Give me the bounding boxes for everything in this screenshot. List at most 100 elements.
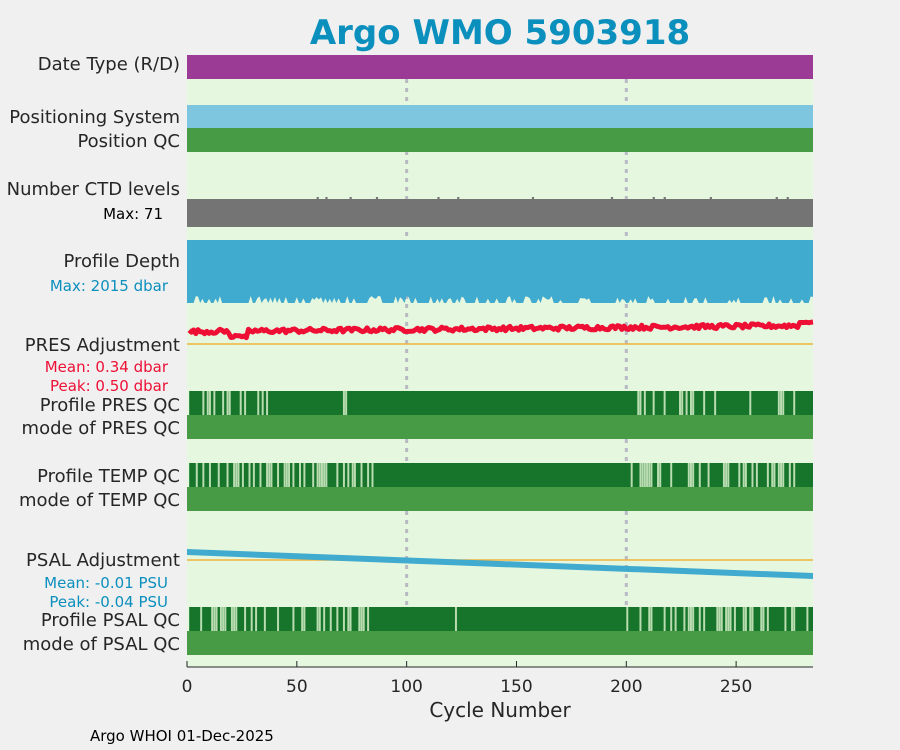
profile-pres-qc-gap <box>703 391 706 415</box>
profile-psal-qc-gap <box>639 607 642 631</box>
profile-psal-qc-gap <box>255 607 258 631</box>
date-type-bar <box>187 55 813 79</box>
profile-temp-qc-gap <box>773 463 776 487</box>
x-tick-label: 50 <box>286 677 308 697</box>
profile-temp-qc-gap <box>766 463 769 487</box>
pres-adjustment-label: PRES Adjustment <box>25 335 180 356</box>
profile-temp-qc-gap <box>259 463 262 487</box>
ctd-level-tick <box>663 197 666 199</box>
profile-psal-qc-gap <box>784 607 787 631</box>
profile-psal-qc-gap <box>692 607 695 631</box>
psal-adjustment-peak: Peak: -0.04 PSU <box>49 593 168 611</box>
profile-psal-qc-gap <box>323 607 326 631</box>
profile-temp-qc-gap <box>323 463 326 487</box>
profile-pres-qc-gap <box>202 391 205 415</box>
profile-pres-qc-gap <box>685 391 688 415</box>
profile-temp-qc-label: Profile TEMP QC <box>37 466 180 487</box>
profile-temp-qc-gap <box>351 463 354 487</box>
profile-pres-qc-gap <box>244 391 247 415</box>
profile-temp-qc-bar <box>189 463 814 487</box>
profile-psal-qc-gap <box>318 607 321 631</box>
profile-pres-qc-gap <box>222 391 225 415</box>
profile-psal-qc-gap <box>211 607 214 631</box>
profile-temp-qc-gap <box>727 463 730 487</box>
profile-psal-qc-gap <box>698 607 701 631</box>
profile-depth-series <box>187 240 813 303</box>
profile-temp-qc-gap <box>698 463 701 487</box>
mode-pres-qc-bar <box>187 415 813 439</box>
profile-psal-qc-gap <box>727 607 730 631</box>
profile-temp-qc-gap <box>303 463 306 487</box>
profile-temp-qc-gap <box>195 463 198 487</box>
profile-pres-qc-gap <box>637 391 640 415</box>
pres-adjustment-mean: Mean: 0.34 dbar <box>45 358 169 376</box>
x-tick-label: 100 <box>390 677 422 697</box>
profile-temp-qc-gap <box>630 463 633 487</box>
x-tick-label: 150 <box>500 677 532 697</box>
profile-temp-qc-gap <box>755 463 758 487</box>
profile-temp-qc-gap <box>771 463 774 487</box>
profile-temp-qc-gap <box>367 463 370 487</box>
ctd-level-tick <box>610 197 614 199</box>
position-qc-label: Position QC <box>77 131 180 152</box>
profile-psal-qc-gap <box>670 607 673 631</box>
profile-temp-qc-gap <box>299 463 301 487</box>
profile-pres-qc-gap <box>679 391 681 415</box>
profile-temp-qc-gap <box>648 463 651 487</box>
mode-temp-qc-label: mode of TEMP QC <box>19 490 180 511</box>
profile-temp-qc-gap <box>266 463 269 487</box>
profile-depth-max: Max: 2015 dbar <box>50 277 169 295</box>
profile-temp-qc-gap <box>252 463 255 487</box>
profile-psal-qc-gap <box>349 607 352 631</box>
dashed-gridlines <box>405 79 628 605</box>
profile-psal-qc-gap <box>347 607 350 631</box>
profile-temp-qc-gap <box>722 463 725 487</box>
profile-psal-qc-gap <box>648 607 651 631</box>
profile-depth-label: Profile Depth <box>63 251 180 272</box>
profile-pres-qc-gap <box>261 391 264 415</box>
profile-psal-qc-gap <box>233 607 236 631</box>
profile-psal-qc-gap <box>316 607 319 631</box>
profile-depth-area <box>187 240 813 296</box>
profile-psal-qc-gap <box>292 607 295 631</box>
profile-psal-qc-gap <box>360 607 363 631</box>
profile-psal-qc-gap <box>263 607 266 631</box>
chart-title: Argo WMO 5903918 <box>310 13 690 53</box>
ctd-level-tick <box>709 197 712 199</box>
profile-temp-qc-gap <box>342 463 345 487</box>
profile-pres-qc-gap <box>652 391 655 415</box>
profile-psal-qc-label: Profile PSAL QC <box>41 610 180 631</box>
ctd-levels-bar <box>187 199 813 227</box>
profile-psal-qc-gap <box>219 607 222 631</box>
profile-psal-qc-gap <box>230 607 233 631</box>
profile-psal-qc-gap <box>224 607 227 631</box>
ctd-level-tick <box>375 197 379 199</box>
profile-pres-qc-gap <box>663 391 666 415</box>
profile-psal-qc-gap <box>718 607 721 631</box>
profile-temp-qc-gap <box>318 463 321 487</box>
profile-psal-qc-gap <box>725 607 728 631</box>
ctd-levels-label: Number CTD levels <box>7 179 180 200</box>
profile-temp-qc-gap <box>270 463 273 487</box>
ctd-level-tick <box>775 197 778 199</box>
profile-psal-qc-gap <box>683 607 686 631</box>
positioning-system-label: Positioning System <box>9 107 180 128</box>
profile-psal-qc-bar <box>189 607 814 631</box>
profile-pres-qc-gap <box>692 391 695 415</box>
profile-psal-qc-gap <box>215 607 218 631</box>
profile-pres-qc-gap <box>782 391 785 415</box>
profile-psal-qc-gap <box>362 607 365 631</box>
footer-credit: Argo WHOI 01-Dec-2025 <box>90 727 274 745</box>
profile-pres-qc-gap <box>239 391 242 415</box>
profile-pres-qc-gap <box>257 391 260 415</box>
x-axis-label: Cycle Number <box>429 698 571 722</box>
profile-pres-qc-gap <box>345 391 348 415</box>
mode-temp-qc-bar <box>187 487 813 511</box>
profile-pres-qc-gap <box>681 391 684 415</box>
profile-temp-qc-gap <box>751 463 754 487</box>
profile-psal-qc-gap <box>674 607 677 631</box>
positioning-system-bar <box>187 105 813 128</box>
profile-pres-qc-gap <box>208 391 211 415</box>
profile-temp-qc-gap <box>643 463 646 487</box>
profile-temp-qc-gap <box>283 463 286 487</box>
